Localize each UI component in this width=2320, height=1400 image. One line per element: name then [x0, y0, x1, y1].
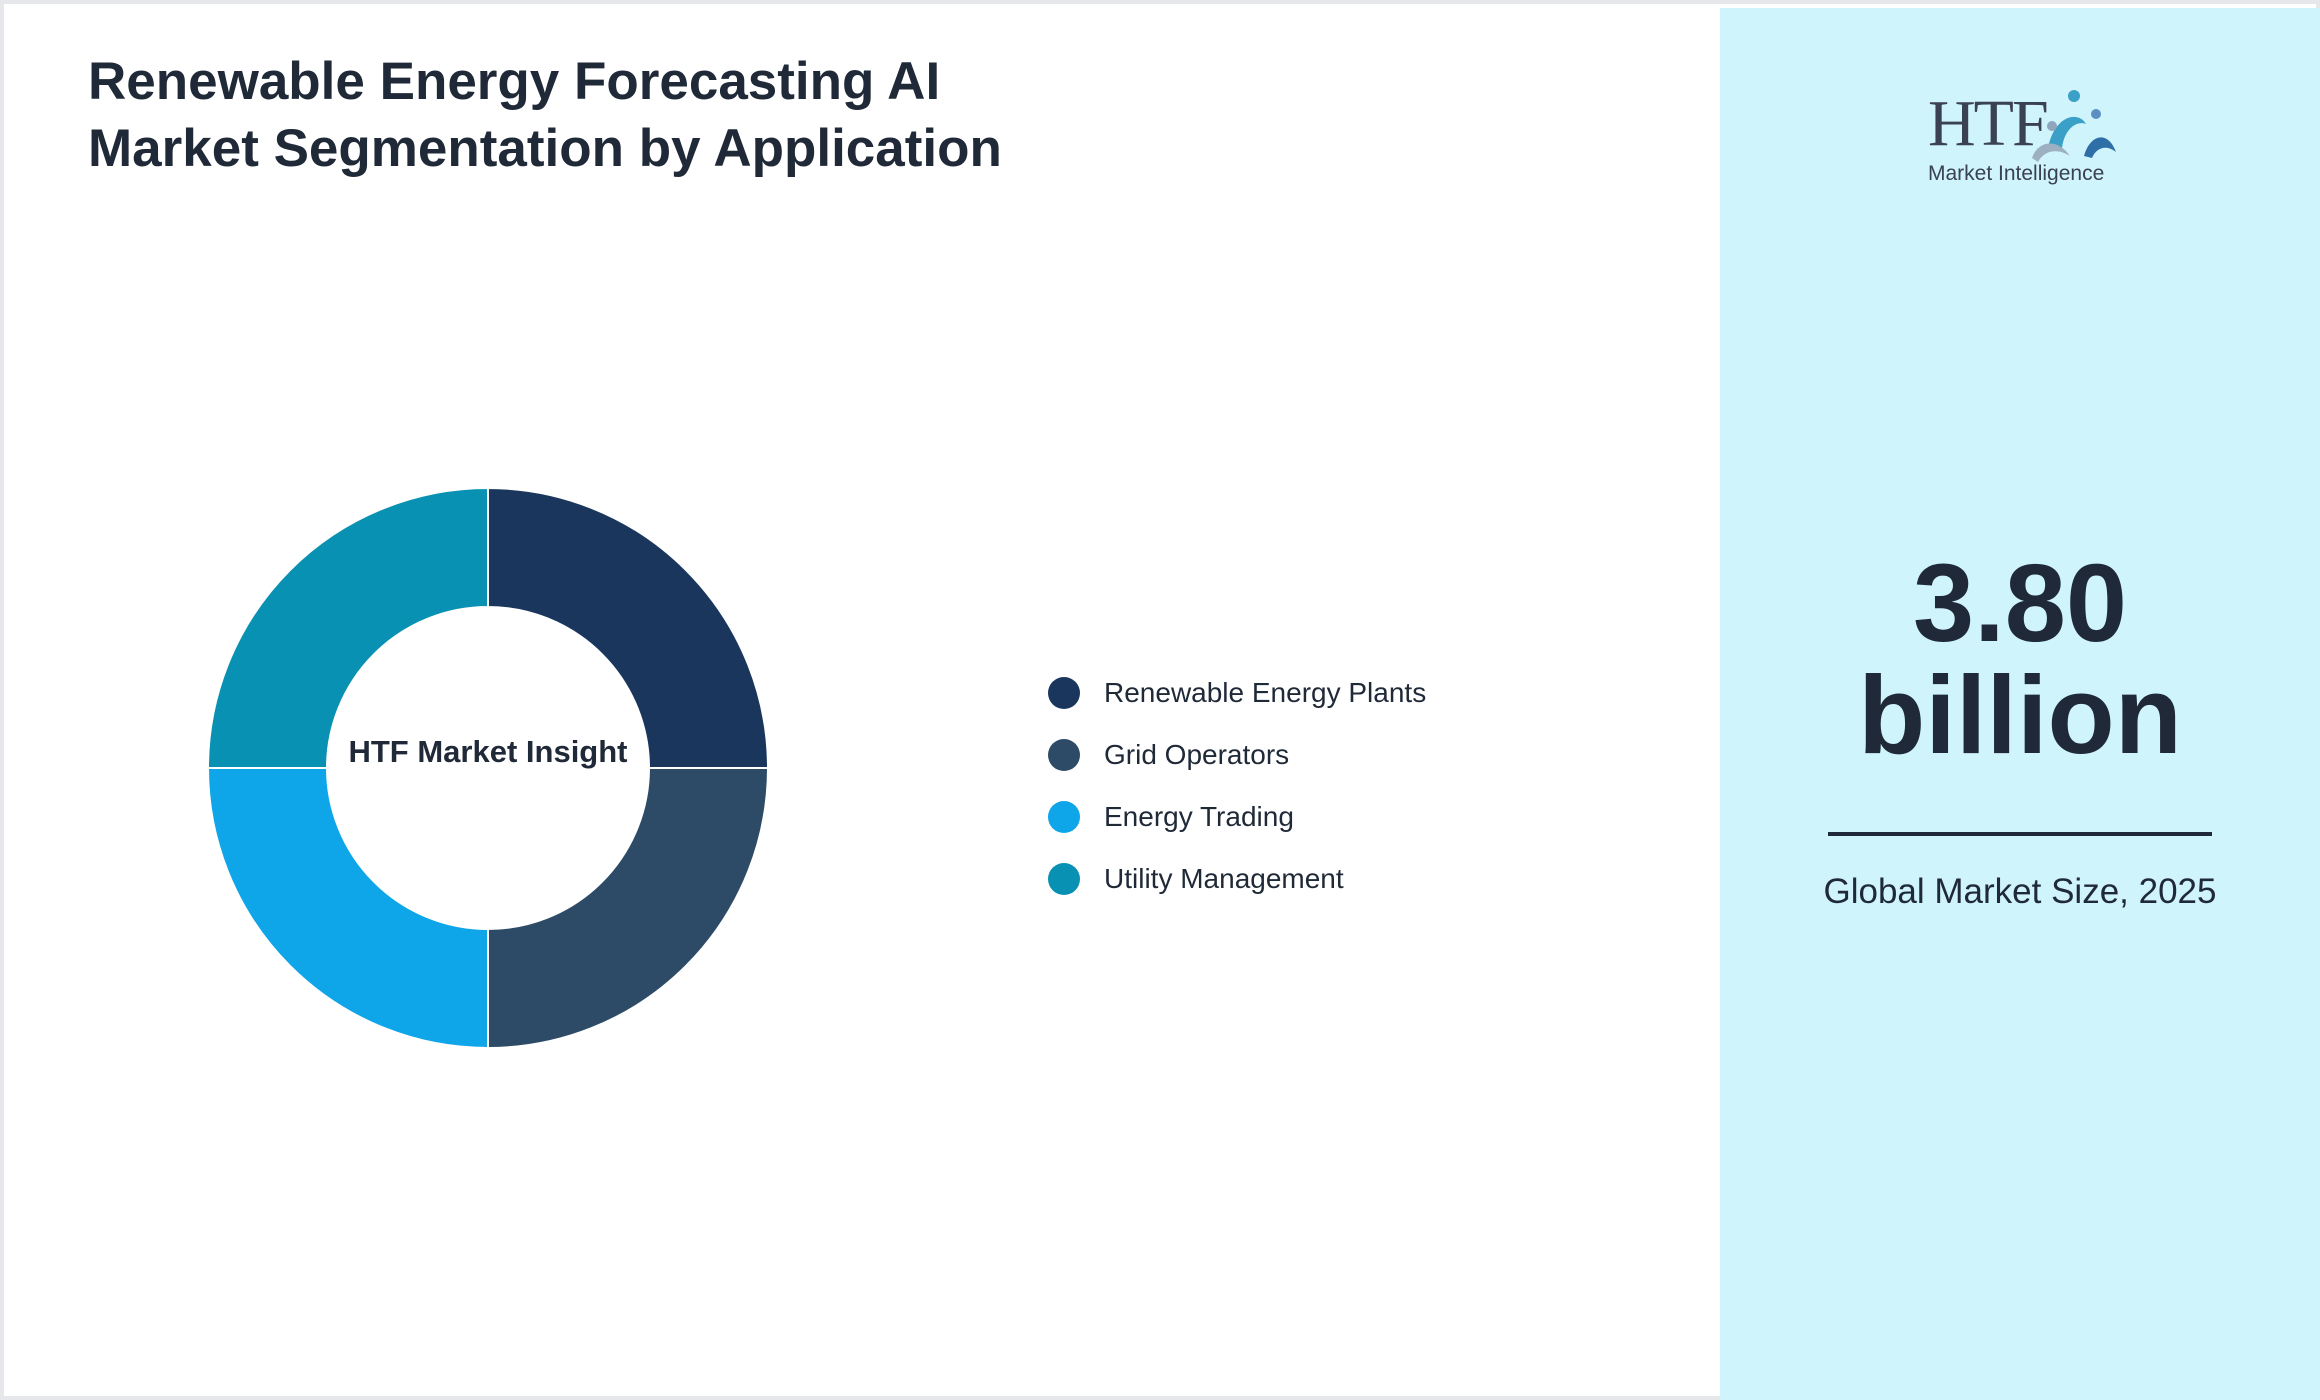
logo-wordmark: HTF — [1928, 87, 2049, 160]
legend-item: Grid Operators — [1048, 724, 1426, 786]
summary-panel: HTF Market Intelligence 3.80 billion Glo… — [1720, 8, 2320, 1400]
legend-label: Grid Operators — [1104, 739, 1290, 770]
legend-label: Utility Management — [1104, 863, 1344, 894]
donut-slice-renewable-energy-plants — [487, 486, 770, 769]
market-size-unit: billion — [1858, 654, 2182, 777]
donut-slice-energy-trading — [206, 767, 489, 1050]
legend-label: Energy Trading — [1104, 801, 1294, 832]
divider-line — [1828, 832, 2212, 836]
donut-slice-utility-management — [206, 486, 489, 769]
htf-logo: HTF Market Intelligence — [1920, 84, 2120, 194]
logo-subtitle: Market Intelligence — [1928, 162, 2105, 185]
legend-item: Energy Trading — [1048, 786, 1426, 848]
market-size-number: 3.80 — [1912, 542, 2128, 665]
market-size-value: 3.80 billion — [1720, 548, 2320, 772]
legend-item: Utility Management — [1048, 848, 1426, 910]
donut-chart — [206, 486, 770, 1050]
market-size-caption: Global Market Size, 2025 — [1823, 872, 2217, 911]
donut-center-label: HTF Market Insight — [348, 734, 628, 769]
chart-title: Renewable Energy Forecasting AI Market S… — [88, 52, 1002, 178]
legend-swatch — [1048, 739, 1080, 771]
legend-item: Renewable Energy Plants — [1048, 662, 1426, 724]
chart-panel: Renewable Energy Forecasting AI Market S… — [8, 8, 1720, 1400]
legend-swatch — [1048, 801, 1080, 833]
legend-swatch — [1048, 863, 1080, 895]
legend-swatch — [1048, 677, 1080, 709]
logo-figures-icon — [2032, 90, 2116, 162]
donut-slice-grid-operators — [487, 767, 770, 1050]
legend-label: Renewable Energy Plants — [1104, 677, 1427, 708]
chart-legend: Renewable Energy Plants Grid Operators Ene… — [1048, 662, 1426, 910]
